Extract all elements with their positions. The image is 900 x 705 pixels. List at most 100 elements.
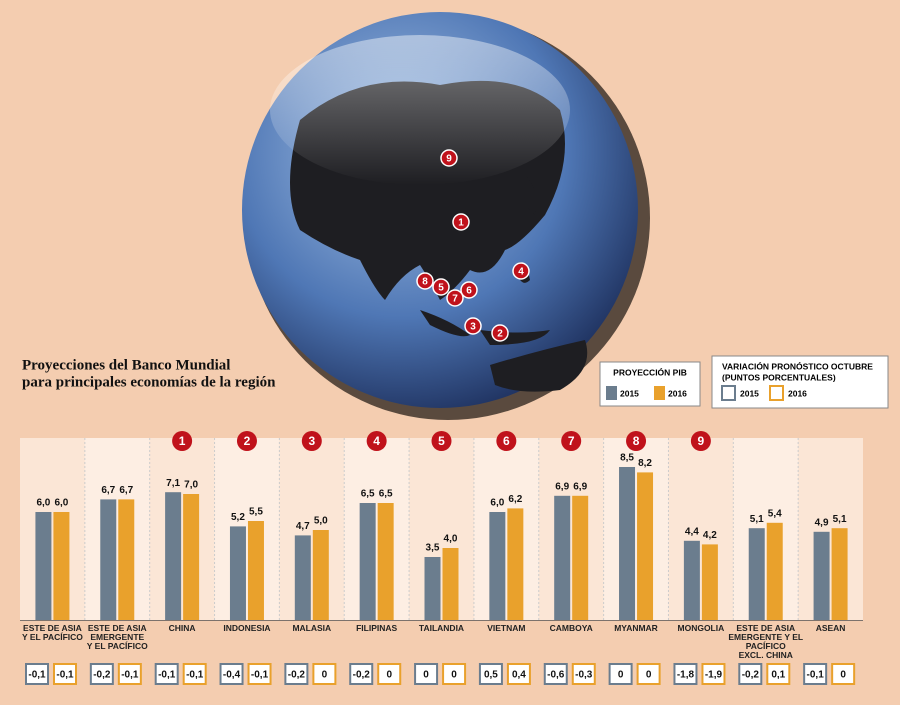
column-shade: [538, 438, 604, 620]
value-label: 5,2: [231, 512, 245, 523]
badge-label: 7: [568, 434, 575, 448]
value-label: 6,9: [573, 481, 587, 492]
legend-label: 2016: [668, 388, 687, 398]
value-label: 4,7: [296, 521, 310, 532]
variation-label: 0: [386, 670, 392, 681]
chart-title: Proyecciones del Banco Mundial: [22, 357, 230, 373]
map-marker-label: 9: [446, 154, 452, 165]
value-label: 4,4: [685, 526, 699, 537]
legend-swatch: [769, 385, 784, 401]
badge-label: 5: [438, 434, 445, 448]
variation-box: [53, 663, 77, 685]
variation-box: [608, 663, 633, 685]
bar: [489, 512, 506, 620]
badge: [172, 431, 193, 451]
x-tick-label: TAILANDIA: [419, 623, 464, 633]
variation-box: [247, 663, 272, 685]
map-marker-label: 3: [470, 322, 476, 333]
column-shade: [473, 438, 539, 620]
value-label: 6,5: [379, 489, 393, 500]
column-shade: [20, 438, 85, 620]
column-shade: [603, 438, 669, 620]
value-label: 6,5: [361, 489, 375, 500]
bar: [813, 531, 830, 620]
bar: [183, 494, 200, 620]
variation-label: -0,1: [28, 670, 46, 681]
x-tick-label: CAMBOYA: [550, 623, 593, 633]
variation-label: 0: [840, 670, 846, 681]
map-marker-label: 6: [466, 286, 472, 297]
legend-label: 2015: [740, 388, 759, 398]
value-label: 5,1: [750, 514, 764, 525]
x-tick-label: ESTE DE ASIA Y EL PACÍFICO: [22, 623, 83, 642]
value-label: 6,7: [119, 485, 133, 496]
map-marker-label: 7: [452, 294, 458, 305]
x-tick-label: FILIPINAS: [356, 623, 397, 633]
bar: [118, 499, 135, 620]
value-label: 6,2: [508, 494, 522, 505]
legend-swatch: [654, 386, 665, 400]
variation-label: -0,1: [186, 670, 204, 681]
badge: [561, 431, 582, 451]
value-label: 6,0: [36, 498, 50, 509]
badge-label: 2: [244, 434, 251, 448]
variation-label: -1,8: [677, 670, 695, 681]
legend-label: 2016: [788, 388, 807, 398]
legend-subtitle: (PUNTOS PORCENTUALES): [722, 372, 836, 382]
badge: [690, 431, 711, 451]
value-label: 7,0: [184, 480, 198, 491]
legend-box: [711, 355, 889, 409]
variation-label: -0,2: [93, 670, 111, 681]
variation-label: -0,3: [575, 670, 593, 681]
variation-label: 0: [646, 670, 652, 681]
column-shade: [84, 438, 150, 620]
variation-box: [89, 663, 114, 685]
variation-box: [349, 663, 374, 685]
variation-box: [377, 663, 402, 685]
value-label: 6,7: [101, 485, 115, 496]
badge: [626, 431, 647, 451]
value-label: 6,0: [54, 498, 68, 509]
variation-box: [182, 663, 207, 685]
bar: [683, 540, 700, 620]
map-marker: [416, 272, 434, 290]
x-tick-label: CHINA: [169, 623, 196, 633]
value-label: 6,0: [490, 498, 504, 509]
bar: [507, 508, 524, 620]
variation-label: 0: [423, 670, 429, 681]
map-marker: [440, 149, 458, 167]
badge: [431, 431, 452, 451]
bar: [637, 472, 654, 620]
badge-label: 4: [373, 434, 380, 448]
map-marker-label: 1: [458, 218, 464, 229]
variation-label: -0,1: [807, 670, 825, 681]
variation-label: -0,6: [547, 670, 565, 681]
badge: [496, 431, 517, 451]
badge-label: 9: [698, 434, 705, 448]
column-shade: [409, 438, 474, 620]
variation-box: [803, 663, 828, 685]
value-label: 5,4: [768, 508, 782, 519]
x-tick-label: MYANMAR: [614, 623, 658, 633]
variation-label: -0,4: [223, 670, 241, 681]
variation-box: [738, 663, 763, 685]
bar: [424, 557, 441, 620]
badge: [301, 431, 322, 451]
bar: [554, 495, 571, 620]
x-tick-label: ESTE DE ASIA EMERGENTE Y EL PACÍFICO: [87, 623, 148, 651]
variation-label: -0,1: [158, 670, 176, 681]
value-label: 5,1: [833, 514, 847, 525]
variation-label: -0,1: [121, 670, 139, 681]
badge: [236, 431, 257, 451]
bar: [831, 528, 848, 620]
variation-box: [506, 663, 531, 685]
bar: [701, 544, 718, 620]
variation-box: [831, 663, 856, 685]
value-label: 4,9: [815, 517, 829, 528]
variation-box: [312, 663, 337, 685]
bar: [312, 530, 329, 620]
x-tick-label: MALASIA: [292, 623, 331, 633]
column-shade: [344, 438, 410, 620]
variation-box: [766, 663, 791, 685]
